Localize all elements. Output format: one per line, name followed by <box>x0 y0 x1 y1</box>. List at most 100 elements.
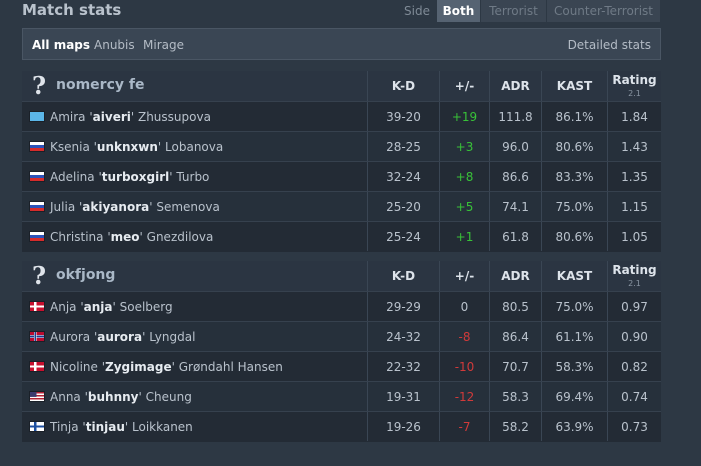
player-last-name: Gnezdilova <box>146 230 214 244</box>
player-name[interactable]: Ksenia 'unknxwn' Lobanova <box>50 140 224 154</box>
player-first-name: Anna <box>50 390 81 404</box>
col-header-kd: K-D <box>367 261 439 291</box>
player-kast: 58.3% <box>541 352 607 381</box>
player-plus-minus: -10 <box>439 352 489 381</box>
player-name[interactable]: Amira 'aiveri' Zhussupova <box>50 110 211 124</box>
rating-label: Rating <box>612 73 657 87</box>
player-nickname: anja <box>83 300 113 314</box>
player-rating: 1.15 <box>607 192 661 221</box>
side-label: Side <box>404 4 430 18</box>
player-first-name: Anja <box>50 300 77 314</box>
player-adr: 111.8 <box>489 102 541 131</box>
player-row: Christina 'meo' Gnezdilova 25-24 +1 61.8 80.… <box>22 221 661 251</box>
player-adr: 58.2 <box>489 412 541 441</box>
player-kd: 32-24 <box>367 162 439 191</box>
flag-kz-icon <box>29 111 45 122</box>
player-first-name: Nicoline <box>50 360 98 374</box>
player-last-name: Lobanova <box>165 140 224 154</box>
player-last-name: Cheung <box>145 390 192 404</box>
player-adr: 86.4 <box>489 322 541 351</box>
player-name[interactable]: Anna 'buhnny' Cheung <box>50 390 192 404</box>
player-last-name: Grøndahl Hansen <box>178 360 283 374</box>
player-kd: 39-20 <box>367 102 439 131</box>
player-row: Tinja 'tinjau' Loikkanen 19-26 -7 58.2 63.9%… <box>22 411 661 441</box>
player-adr: 86.6 <box>489 162 541 191</box>
player-rating: 1.35 <box>607 162 661 191</box>
player-first-name: Tinja <box>50 420 79 434</box>
team-name[interactable]: nomercy fe <box>56 77 145 93</box>
col-header-rating: Rating 2.1 <box>607 71 661 101</box>
flag-fi-icon <box>29 421 45 432</box>
player-plus-minus: +5 <box>439 192 489 221</box>
rating-version: 2.1 <box>628 279 641 288</box>
player-kast: 86.1% <box>541 102 607 131</box>
player-nickname: turboxgirl <box>101 170 170 184</box>
flag-ru-icon <box>29 171 45 182</box>
page-title: Match stats <box>22 1 122 19</box>
player-kd: 25-20 <box>367 192 439 221</box>
player-last-name: Loikkanen <box>132 420 193 434</box>
player-rating: 0.82 <box>607 352 661 381</box>
player-plus-minus: -12 <box>439 382 489 411</box>
player-name[interactable]: Anja 'anja' Soelberg <box>50 300 173 314</box>
player-plus-minus: -8 <box>439 322 489 351</box>
match-stats-header: Match stats Side Both Terrorist Counter-… <box>0 0 701 24</box>
player-kd: 19-26 <box>367 412 439 441</box>
player-row: Aurora 'aurora' Lyngdal 24-32 -8 86.4 61.1% 0… <box>22 321 661 351</box>
player-kast: 63.9% <box>541 412 607 441</box>
player-nickname: Zygimage <box>105 360 172 374</box>
player-nickname: unknxwn <box>96 140 158 154</box>
team-name[interactable]: okfjong <box>56 267 116 283</box>
map-tab-mirage[interactable]: Mirage <box>143 38 184 52</box>
player-adr: 61.8 <box>489 222 541 251</box>
player-first-name: Adelina <box>50 170 95 184</box>
side-tab-both[interactable]: Both <box>437 0 480 22</box>
player-kd: 29-29 <box>367 292 439 321</box>
player-name[interactable]: Adelina 'turboxgirl' Turbo <box>50 170 210 184</box>
player-row: Adelina 'turboxgirl' Turbo 32-24 +8 86.6 83.… <box>22 161 661 191</box>
col-header-plus-minus: +/- <box>439 261 489 291</box>
team-stats-table-1: ? nomercy fe K-D +/- ADR KAST Rating 2.1 Amira '… <box>22 71 661 252</box>
detailed-stats-link[interactable]: Detailed stats <box>567 38 651 52</box>
player-name[interactable]: Aurora 'aurora' Lyngdal <box>50 330 196 344</box>
player-plus-minus: +1 <box>439 222 489 251</box>
player-nickname: akiyanora <box>82 200 150 214</box>
player-name[interactable]: Tinja 'tinjau' Loikkanen <box>50 420 193 434</box>
question-mark-icon: ? <box>32 71 47 100</box>
player-kast: 75.0% <box>541 292 607 321</box>
player-last-name: Lyngdal <box>149 330 196 344</box>
player-plus-minus: 0 <box>439 292 489 321</box>
player-nickname: aurora <box>97 330 143 344</box>
question-mark-icon: ? <box>32 261 47 290</box>
player-last-name: Semenova <box>156 200 220 214</box>
map-filter-bar: All maps Anubis Mirage Detailed stats <box>22 28 661 60</box>
map-tab-anubis[interactable]: Anubis <box>94 38 135 52</box>
player-kd: 22-32 <box>367 352 439 381</box>
player-name[interactable]: Christina 'meo' Gnezdilova <box>50 230 214 244</box>
player-plus-minus: +3 <box>439 132 489 161</box>
flag-ru-icon <box>29 231 45 242</box>
player-rating: 1.43 <box>607 132 661 161</box>
player-kd: 19-31 <box>367 382 439 411</box>
player-first-name: Amira <box>50 110 86 124</box>
flag-ru-icon <box>29 141 45 152</box>
col-header-kast: KAST <box>541 261 607 291</box>
player-kd: 24-32 <box>367 322 439 351</box>
col-header-rating: Rating 2.1 <box>607 261 661 291</box>
player-plus-minus: -7 <box>439 412 489 441</box>
player-adr: 80.5 <box>489 292 541 321</box>
player-rating: 0.74 <box>607 382 661 411</box>
player-row: Anna 'buhnny' Cheung 19-31 -12 58.3 69.4% 0.7… <box>22 381 661 411</box>
player-adr: 70.7 <box>489 352 541 381</box>
map-tab-all-maps[interactable]: All maps <box>32 38 91 52</box>
player-name[interactable]: Julia 'akiyanora' Semenova <box>50 200 220 214</box>
player-row: Amira 'aiveri' Zhussupova 39-20 +19 111.8 86… <box>22 101 661 131</box>
col-header-plus-minus: +/- <box>439 71 489 101</box>
player-kast: 69.4% <box>541 382 607 411</box>
player-row: Ksenia 'unknxwn' Lobanova 28-25 +3 96.0 80.6… <box>22 131 661 161</box>
side-tab-terrorist[interactable]: Terrorist <box>481 0 546 22</box>
rating-label: Rating <box>612 263 657 277</box>
player-rating: 1.05 <box>607 222 661 251</box>
player-name[interactable]: Nicoline 'Zygimage' Grøndahl Hansen <box>50 360 283 374</box>
side-tab-counter-terrorist[interactable]: Counter-Terrorist <box>547 0 660 22</box>
